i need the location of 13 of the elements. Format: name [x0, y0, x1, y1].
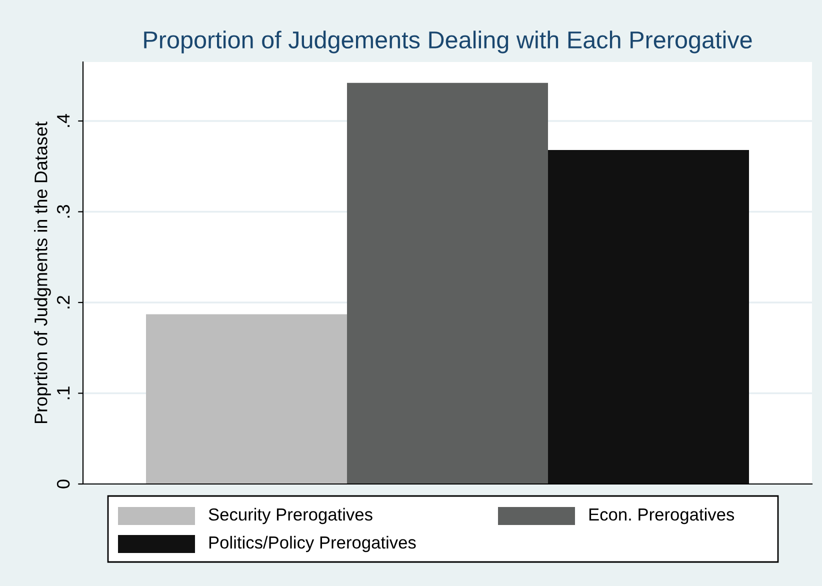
y-tick-label: .1 [57, 386, 70, 400]
y-tick-label: .2 [56, 296, 70, 308]
bar [548, 150, 749, 484]
legend-label: Politics/Policy Prerogatives [209, 536, 416, 552]
bar [146, 314, 347, 484]
y-tick-label: 0 [56, 480, 70, 488]
y-axis-title: Proprtion of Judgments in the Dataset [34, 122, 51, 424]
chart-title: Proportion of Judgements Dealing with Each Prerogative [144, 30, 752, 54]
bar [347, 82, 548, 484]
y-tick-label: .3 [56, 205, 70, 218]
legend-label: Econ. Prerogatives [589, 508, 734, 524]
legend-label: Security Prerogatives [208, 508, 372, 524]
y-tick-label: .4 [57, 114, 70, 127]
